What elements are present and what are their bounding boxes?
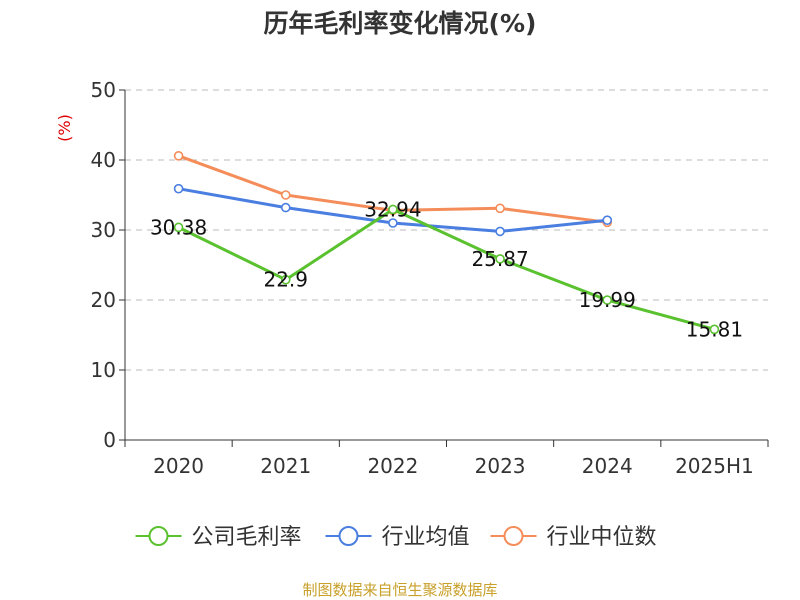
source-note: 制图数据来自恒生聚源数据库 [302, 581, 498, 599]
data-label: 22.9 [263, 268, 308, 292]
legend-label: 公司毛利率 [192, 525, 302, 550]
data-label: 25.87 [471, 247, 528, 271]
legend: 公司毛利率 行业均值 行业中位数 [135, 525, 657, 550]
data-point [495, 254, 505, 264]
chart-title: 历年毛利率变化情况(%) [263, 9, 537, 38]
series-lines [173, 151, 720, 335]
data-point [280, 190, 291, 200]
data-label: 30.38 [150, 215, 207, 239]
x-tick-label: 2025H1 [675, 454, 754, 478]
data-point [709, 324, 720, 335]
y-tick-label: 10 [91, 358, 116, 382]
axes: 0 10 20 30 40 50 2020 2021 2022 2023 2024 2025H1 (%) [55, 78, 769, 478]
legend-marker [503, 526, 524, 546]
data-point [280, 202, 291, 213]
y-tick-label: 30 [91, 218, 116, 242]
y-tick-label: 40 [91, 148, 116, 172]
data-point [388, 204, 398, 215]
y-tick-label: 0 [103, 428, 116, 452]
y-tick-label: 50 [91, 78, 116, 102]
data-point [602, 215, 613, 225]
legend-label: 行业中位数 [547, 525, 657, 550]
data-point [388, 218, 398, 228]
data-label: 15.81 [686, 317, 743, 341]
data-point [495, 203, 505, 214]
data-point [280, 274, 291, 285]
y-tick-label: 20 [91, 288, 116, 312]
x-tick-label: 2024 [582, 454, 633, 478]
series-line [177, 207, 715, 331]
data-point [173, 222, 184, 233]
data-labels: 30.38 22.9 32.94 25.87 19.99 15.81 [150, 197, 743, 341]
data-label: 32.94 [364, 197, 421, 221]
legend-label: 行业均值 [382, 525, 470, 550]
x-tick-label: 2020 [153, 454, 204, 478]
data-point [173, 151, 184, 161]
data-point [602, 295, 613, 305]
x-tick-label: 2021 [260, 454, 311, 478]
grid-lines [125, 89, 768, 371]
data-label: 19.99 [579, 288, 636, 312]
y-axis-label: (%) [55, 114, 74, 142]
data-point [173, 183, 184, 194]
x-tick-label: 2023 [475, 454, 526, 478]
legend-marker [148, 526, 169, 546]
legend-marker [338, 526, 359, 546]
data-point [495, 226, 505, 237]
x-tick-label: 2022 [367, 454, 418, 478]
